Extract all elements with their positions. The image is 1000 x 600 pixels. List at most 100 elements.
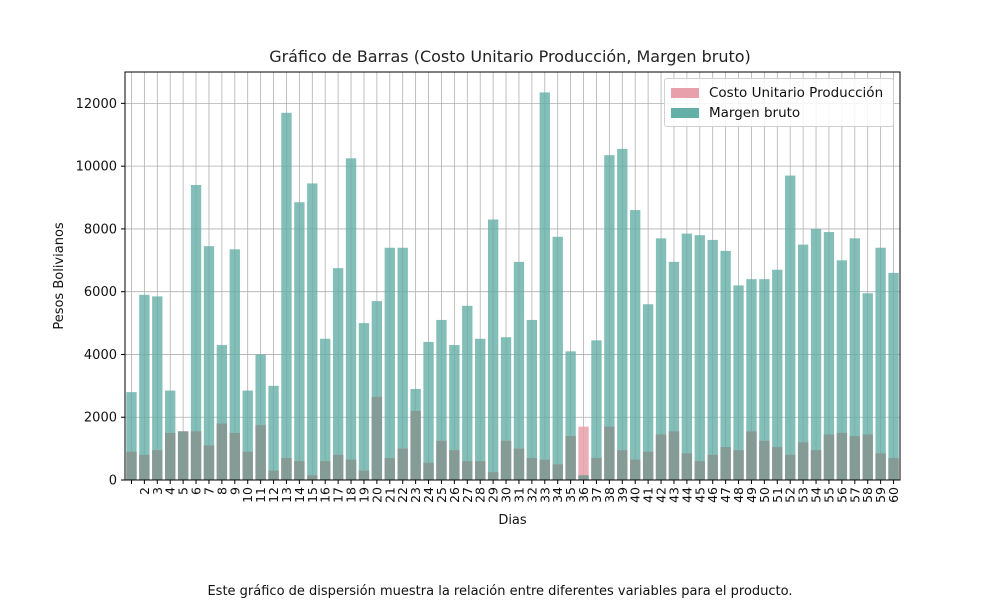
bar-margen bbox=[668, 261, 680, 480]
x-tick-label: 42 bbox=[654, 487, 669, 503]
x-tick-label: 10 bbox=[240, 487, 255, 503]
bar-overlap bbox=[332, 454, 344, 480]
bar-overlap bbox=[604, 426, 615, 480]
bar-margen bbox=[216, 345, 228, 480]
bar-margen bbox=[759, 279, 770, 480]
bar-overlap bbox=[759, 440, 770, 480]
bar-margen bbox=[332, 268, 344, 480]
x-tick-label: 2 bbox=[137, 487, 152, 495]
x-tick-label: 58 bbox=[860, 487, 875, 503]
bar-overlap bbox=[746, 431, 757, 480]
bar-margen bbox=[694, 235, 705, 480]
bar-overlap bbox=[242, 451, 253, 480]
bar-overlap bbox=[423, 462, 434, 480]
bar-overlap bbox=[371, 396, 383, 480]
bar-overlap bbox=[681, 453, 693, 480]
bar-overlap bbox=[229, 432, 240, 480]
bar-overlap bbox=[797, 442, 809, 480]
bar-margen bbox=[487, 219, 499, 480]
bar-margen bbox=[281, 112, 292, 481]
bar-overlap bbox=[720, 447, 731, 480]
bar-overlap bbox=[358, 470, 370, 480]
x-tick-label: 51 bbox=[770, 487, 785, 503]
x-tick-label: 13 bbox=[279, 487, 294, 503]
bar-overlap bbox=[694, 461, 705, 480]
x-tick-label: 19 bbox=[356, 487, 371, 503]
chart-legend: Costo Unitario Producción Margen bruto bbox=[664, 78, 894, 127]
bar-margen bbox=[475, 338, 486, 480]
bar-overlap bbox=[165, 432, 176, 480]
bar-overlap bbox=[823, 434, 835, 480]
x-tick-label: 22 bbox=[395, 487, 410, 503]
bar-margen bbox=[772, 269, 783, 480]
x-tick-label: 7 bbox=[201, 487, 216, 495]
x-tick-label: 27 bbox=[460, 487, 475, 503]
bar-margen bbox=[436, 319, 447, 480]
bar-margen bbox=[397, 247, 408, 480]
bar-overlap bbox=[875, 453, 886, 480]
bar-overlap bbox=[268, 470, 279, 480]
bar-overlap bbox=[294, 461, 305, 480]
bar-margen bbox=[604, 155, 615, 480]
x-tick-label: 41 bbox=[641, 487, 656, 503]
x-tick-label: 43 bbox=[666, 487, 681, 503]
legend-item-costo: Costo Unitario Producción bbox=[671, 84, 883, 102]
x-axis-label: Dias bbox=[498, 513, 527, 528]
x-tick-label: 37 bbox=[589, 487, 604, 503]
x-tick-label: 45 bbox=[692, 487, 707, 503]
bar-margen bbox=[294, 202, 305, 480]
bar-overlap bbox=[449, 450, 460, 480]
bar-overlap bbox=[668, 431, 680, 480]
y-axis-label: Pesos Bolivianos bbox=[52, 222, 67, 330]
chart-caption: Este gráfico de dispersión muestra la re… bbox=[207, 584, 793, 599]
bar-margen bbox=[849, 238, 860, 480]
x-tick-label: 14 bbox=[292, 487, 307, 503]
bar-overlap bbox=[281, 458, 292, 480]
bar-overlap bbox=[126, 451, 137, 480]
bar-margen bbox=[423, 341, 434, 480]
bar-overlap bbox=[203, 445, 215, 480]
x-tick-label: 17 bbox=[331, 487, 346, 503]
bar-overlap bbox=[500, 440, 512, 480]
bar-margen bbox=[617, 148, 628, 480]
bar-margen bbox=[630, 210, 641, 481]
x-tick-label: 6 bbox=[189, 487, 204, 495]
bar-overlap bbox=[539, 459, 550, 480]
bar-overlap bbox=[849, 436, 860, 480]
x-tick-label: 3 bbox=[150, 487, 165, 495]
bar-margen bbox=[785, 175, 796, 481]
bar-overlap bbox=[190, 431, 202, 480]
bar-overlap bbox=[152, 450, 163, 480]
bar-overlap bbox=[552, 464, 563, 480]
bar-margen bbox=[797, 244, 809, 480]
bar-margen bbox=[526, 319, 538, 480]
bar-overlap bbox=[513, 448, 525, 480]
x-tick-label: 8 bbox=[214, 487, 229, 495]
bar-overlap bbox=[733, 450, 744, 480]
bar-overlap bbox=[307, 475, 318, 480]
x-tick-label: 31 bbox=[511, 487, 526, 503]
bar-overlap bbox=[462, 461, 473, 480]
bar-overlap bbox=[475, 461, 486, 480]
x-tick-label: 20 bbox=[369, 487, 384, 503]
y-tick-label: 8000 bbox=[84, 222, 117, 237]
bar-margen bbox=[733, 285, 744, 480]
bar-margen bbox=[552, 236, 563, 480]
x-tick-label: 57 bbox=[847, 487, 862, 503]
bar-margen bbox=[384, 247, 395, 480]
bar-margen bbox=[345, 158, 357, 481]
x-tick-label: 46 bbox=[705, 487, 720, 503]
x-tick-label: 48 bbox=[731, 487, 746, 503]
legend-item-margen: Margen bruto bbox=[671, 104, 800, 122]
bar-margen bbox=[565, 351, 576, 480]
bar-margen bbox=[229, 249, 240, 480]
x-tick-label: 54 bbox=[809, 487, 824, 503]
bar-margen bbox=[307, 183, 318, 480]
x-tick-label: 36 bbox=[576, 487, 591, 503]
x-tick-label: 30 bbox=[499, 487, 514, 503]
legend-label-costo: Costo Unitario Producción bbox=[709, 85, 884, 101]
bar-margen bbox=[746, 279, 757, 480]
legend-swatch-margen bbox=[671, 108, 699, 118]
bar-overlap bbox=[436, 440, 447, 480]
